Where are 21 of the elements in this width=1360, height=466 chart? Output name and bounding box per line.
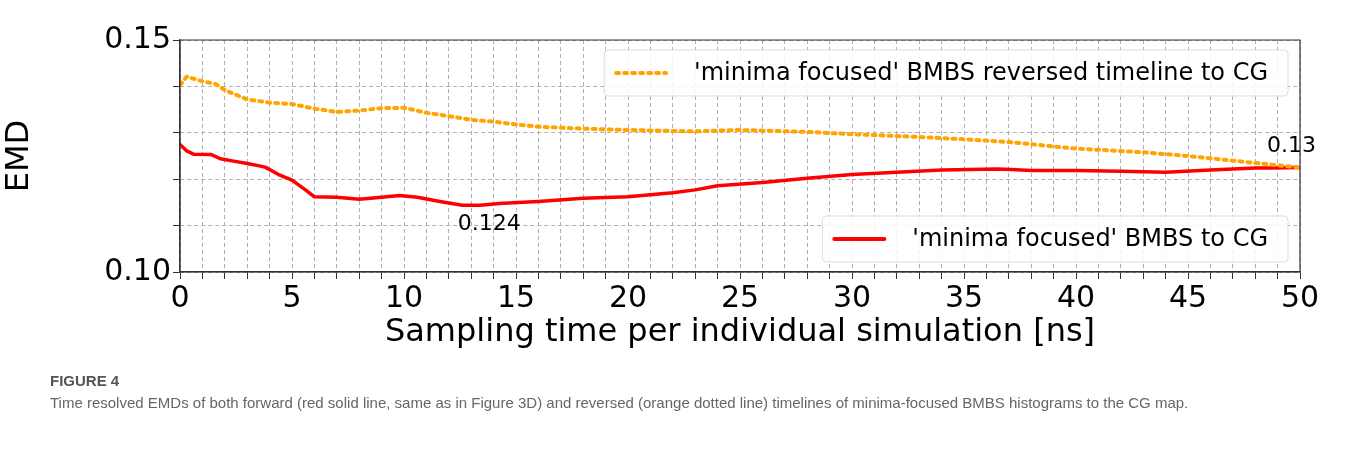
y-tick-label: 0.15: [104, 19, 171, 55]
x-tick-label: 25: [720, 278, 760, 314]
caption: FIGURE 4: [50, 371, 121, 391]
legend-label: 'minima focused' BMBS reversed timeline to CG: [694, 58, 1268, 87]
x-tick-label: 20: [608, 278, 648, 314]
x-tick-label: 40: [1056, 278, 1096, 314]
y-axis-title: EMD: [0, 119, 36, 193]
annotation: 0.124: [457, 209, 521, 235]
x-tick-label: 30: [832, 278, 872, 314]
x-tick-label: 5: [282, 278, 302, 314]
y-tick-label: 0.10: [104, 251, 171, 287]
annotation: 0.13: [1267, 132, 1316, 158]
text: Time resolved EMDs of both forward (red solid line, same as in Figure 3D) and reversed (orange dotted line) timelines of minima-focused BMBS histograms to the CG map.: [50, 393, 1190, 413]
legend-label: 'minima focused' BMBS to CG: [912, 224, 1269, 253]
x-tick-label: 50: [1280, 278, 1320, 314]
x-tick-label: 15: [496, 278, 536, 314]
x-tick-label: 10: [384, 278, 424, 314]
x-tick-label: 45: [1168, 278, 1208, 314]
x-axis-title: Sampling time per individual simulation [ns]: [384, 311, 1096, 350]
x-tick-label: 0: [170, 278, 190, 314]
x-tick-label: 35: [944, 278, 984, 314]
